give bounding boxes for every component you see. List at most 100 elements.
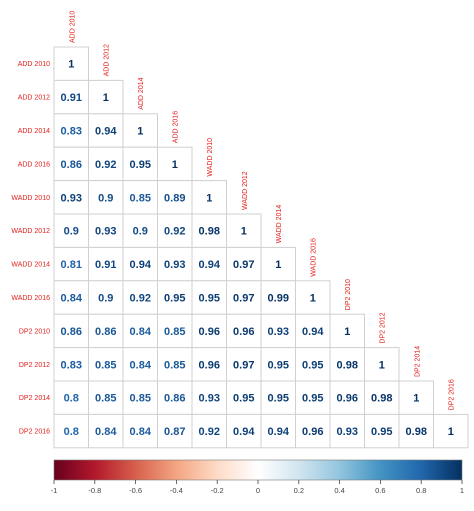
cell-7-0	[53, 280, 89, 315]
cell-6-1	[88, 246, 124, 282]
colorbar: -1 -0.8 -0.6 -0.4 -0.2 0 0.2 0.4 0.6 0.8 1	[51, 459, 464, 495]
row-label-dp2-2016: DP2 2016	[19, 429, 50, 436]
cell-value-6-4: 0.94	[199, 259, 221, 271]
cell-value-11-4: 0.92	[199, 426, 220, 438]
row-label-wadd-2014: WADD 2014	[11, 262, 50, 269]
cell-9-4	[191, 347, 227, 382]
cell-value-9-4: 0.96	[199, 359, 220, 371]
column-labels: ADD 2010 ADD 2012 ADD 2014 ADD 2016 WADD 201…	[69, 11, 456, 411]
row-label-add-2016: ADD 2016	[18, 161, 50, 168]
row-label-wadd-2012: WADD 2012	[11, 228, 50, 235]
cell-value-7-5: 0.97	[233, 293, 254, 305]
cell-value-6-3: 0.93	[164, 259, 185, 271]
cell-value-10-4: 0.93	[199, 393, 220, 405]
cell-11-1	[88, 413, 124, 449]
col-label-add-2010: ADD 2010	[69, 11, 76, 43]
cell-value-9-2: 0.84	[130, 359, 152, 371]
cell-9-2	[122, 347, 158, 382]
cell-value-2-0: 0.83	[61, 126, 82, 138]
cell-value-10-10: 1	[413, 393, 419, 405]
col-label-dp2-2014: DP2 2014	[414, 346, 421, 377]
cell-value-7-6: 0.99	[268, 293, 289, 305]
cell-5-1	[88, 213, 124, 248]
cell-value-6-0: 0.81	[61, 259, 82, 271]
cell-3-1	[88, 146, 124, 182]
cell-5-4	[191, 213, 227, 248]
colorbar-ticks: -1 -0.8 -0.6 -0.4 -0.2 0 0.2 0.4 0.6 0.8 1	[51, 480, 464, 495]
cell-value-1-0: 0.91	[61, 92, 82, 104]
cell-value-7-1: 0.9	[98, 293, 113, 305]
cell-3-3	[157, 146, 193, 182]
cell-value-11-5: 0.94	[233, 426, 255, 438]
cell-value-2-2: 1	[137, 126, 143, 138]
cell-value-2-1: 0.94	[95, 126, 117, 138]
cell-6-0	[53, 246, 89, 282]
colorbar-tick-label: 0.6	[375, 486, 385, 495]
cell-value-5-4: 0.98	[199, 226, 220, 238]
cell-value-10-0: 0.8	[64, 393, 79, 405]
row-label-dp2-2010: DP2 2010	[19, 328, 50, 335]
col-label-dp2-2012: DP2 2012	[380, 312, 387, 343]
cell-value-10-5: 0.95	[233, 393, 254, 405]
cell-value-9-9: 1	[379, 359, 385, 371]
col-label-dp2-2010: DP2 2010	[345, 279, 352, 310]
cell-value-9-6: 0.95	[268, 359, 289, 371]
colorbar-tick-label: 1	[460, 486, 464, 495]
cell-value-3-3: 1	[172, 159, 178, 171]
cell-11-9	[364, 413, 400, 449]
cell-value-11-6: 0.94	[268, 426, 290, 438]
cell-value-9-8: 0.98	[337, 359, 358, 371]
cell-10-8	[329, 380, 365, 415]
cell-11-8	[329, 413, 365, 449]
cell-value-5-2: 0.9	[133, 226, 148, 238]
cell-9-9	[364, 347, 400, 382]
cell-5-5	[226, 213, 262, 248]
cell-value-8-5: 0.96	[233, 326, 254, 338]
cell-value-8-2: 0.84	[130, 326, 152, 338]
cell-value-8-8: 1	[344, 326, 350, 338]
cell-11-0	[53, 413, 89, 449]
cell-value-10-9: 0.98	[371, 393, 392, 405]
col-label-wadd-2014: WADD 2014	[276, 205, 283, 244]
cell-value-10-6: 0.95	[268, 393, 289, 405]
cell-value-6-6: 1	[275, 259, 281, 271]
cell-value-10-2: 0.85	[130, 393, 151, 405]
cell-value-5-0: 0.9	[64, 226, 79, 238]
colorbar-tick-label: -0.4	[170, 486, 183, 495]
row-labels: ADD 2010 ADD 2012 ADD 2014 ADD 2016 WADD 201…	[11, 61, 50, 435]
cell-9-0	[53, 347, 89, 382]
cell-value-9-0: 0.83	[61, 359, 82, 371]
row-label-add-2012: ADD 2012	[18, 95, 50, 102]
cell-5-2	[122, 213, 158, 248]
cell-9-7	[295, 347, 331, 382]
cell-2-2	[122, 113, 158, 148]
cell-10-3	[157, 380, 193, 415]
row-label-dp2-2012: DP2 2012	[19, 362, 50, 369]
cell-9-1	[88, 347, 124, 382]
cell-value-11-10: 0.98	[406, 426, 427, 438]
cell-11-11	[433, 413, 469, 449]
cell-value-4-2: 0.85	[130, 192, 151, 204]
colorbar-tick-label: 0.8	[416, 486, 426, 495]
colorbar-tick-label: -0.2	[211, 486, 224, 495]
cell-value-8-1: 0.86	[95, 326, 116, 338]
cell-value-5-3: 0.92	[164, 226, 185, 238]
row-label-wadd-2010: WADD 2010	[11, 195, 50, 202]
col-label-wadd-2012: WADD 2012	[242, 171, 249, 210]
cell-11-10	[398, 413, 434, 449]
cell-value-11-2: 0.84	[130, 426, 152, 438]
cell-value-5-5: 1	[241, 226, 247, 238]
row-label-add-2014: ADD 2014	[18, 128, 50, 135]
cell-8-8	[329, 313, 365, 349]
cell-value-8-6: 0.93	[268, 326, 289, 338]
cell-value-4-4: 1	[206, 192, 212, 204]
colorbar-tick-label: 0	[256, 486, 260, 495]
col-label-dp2-2016: DP2 2016	[449, 379, 456, 410]
cell-value-4-3: 0.89	[164, 192, 185, 204]
cell-10-0	[53, 380, 89, 415]
row-label-wadd-2016: WADD 2016	[11, 295, 50, 302]
colorbar-tick-label: -1	[51, 486, 58, 495]
cell-value-4-1: 0.9	[98, 192, 113, 204]
cell-value-8-7: 0.94	[302, 326, 324, 338]
cell-9-8	[329, 347, 365, 382]
